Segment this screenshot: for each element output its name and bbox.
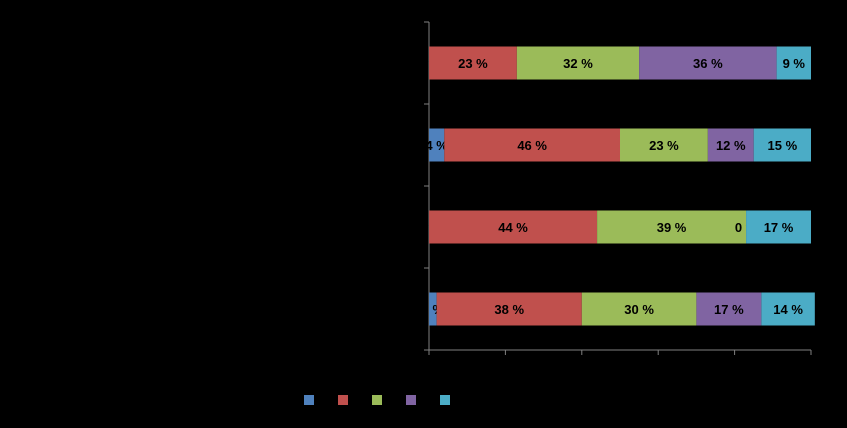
legend-swatch-series-5 xyxy=(440,395,450,405)
legend-swatch-series-4 xyxy=(406,395,416,405)
bar-segment-series-2 xyxy=(444,128,620,162)
data-label-series-5: 9 % xyxy=(783,56,806,71)
bar-segment-series-1 xyxy=(429,128,445,162)
bar-segment-series-5 xyxy=(746,210,811,244)
legend xyxy=(304,395,450,405)
legend-swatch-series-2 xyxy=(338,395,348,405)
data-label-series-4: 36 % xyxy=(693,56,723,71)
data-label-series-3: 32 % xyxy=(563,56,593,71)
bar-segment-series-2 xyxy=(436,292,582,326)
data-label-series-4: 17 % xyxy=(714,302,744,317)
data-label-series-4: 12 % xyxy=(716,138,746,153)
data-label-series-3: 30 % xyxy=(624,302,654,317)
data-label-series-2: 46 % xyxy=(517,138,547,153)
data-label-series-3: 39 % xyxy=(657,220,687,235)
bar-segment-series-3 xyxy=(620,128,708,162)
data-label-series-2: 23 % xyxy=(458,56,488,71)
bar-segment-series-5 xyxy=(761,292,815,326)
data-label-series-2: 44 % xyxy=(498,220,528,235)
bar-segment-series-3 xyxy=(581,292,697,326)
data-label-series-5: 14 % xyxy=(773,302,803,317)
bar-segment-series-4 xyxy=(639,46,777,80)
bar-segment-series-5 xyxy=(776,46,811,80)
bar-segment-series-3 xyxy=(597,210,747,244)
data-label-series-5: 15 % xyxy=(768,138,798,153)
legend-swatch-series-1 xyxy=(304,395,314,405)
bar-segment-series-2 xyxy=(429,210,598,244)
data-label-series-5: 17 % xyxy=(764,220,794,235)
plot-area: 0 %23 %32 %36 %9 %4 %46 %23 %12 %15 %0 %… xyxy=(418,21,815,355)
legend-swatch-series-3 xyxy=(372,395,382,405)
bar-segment-series-3 xyxy=(516,46,640,80)
data-label-series-3: 23 % xyxy=(649,138,679,153)
bar-segment-series-1 xyxy=(429,292,437,326)
bar-segment-series-2 xyxy=(429,46,517,80)
bar-segment-series-5 xyxy=(753,128,811,162)
bar-segment-series-4 xyxy=(696,292,762,326)
bar-segment-series-4 xyxy=(707,128,754,162)
data-label-series-1: 4 % xyxy=(425,138,448,153)
data-label-series-2: 38 % xyxy=(494,302,524,317)
